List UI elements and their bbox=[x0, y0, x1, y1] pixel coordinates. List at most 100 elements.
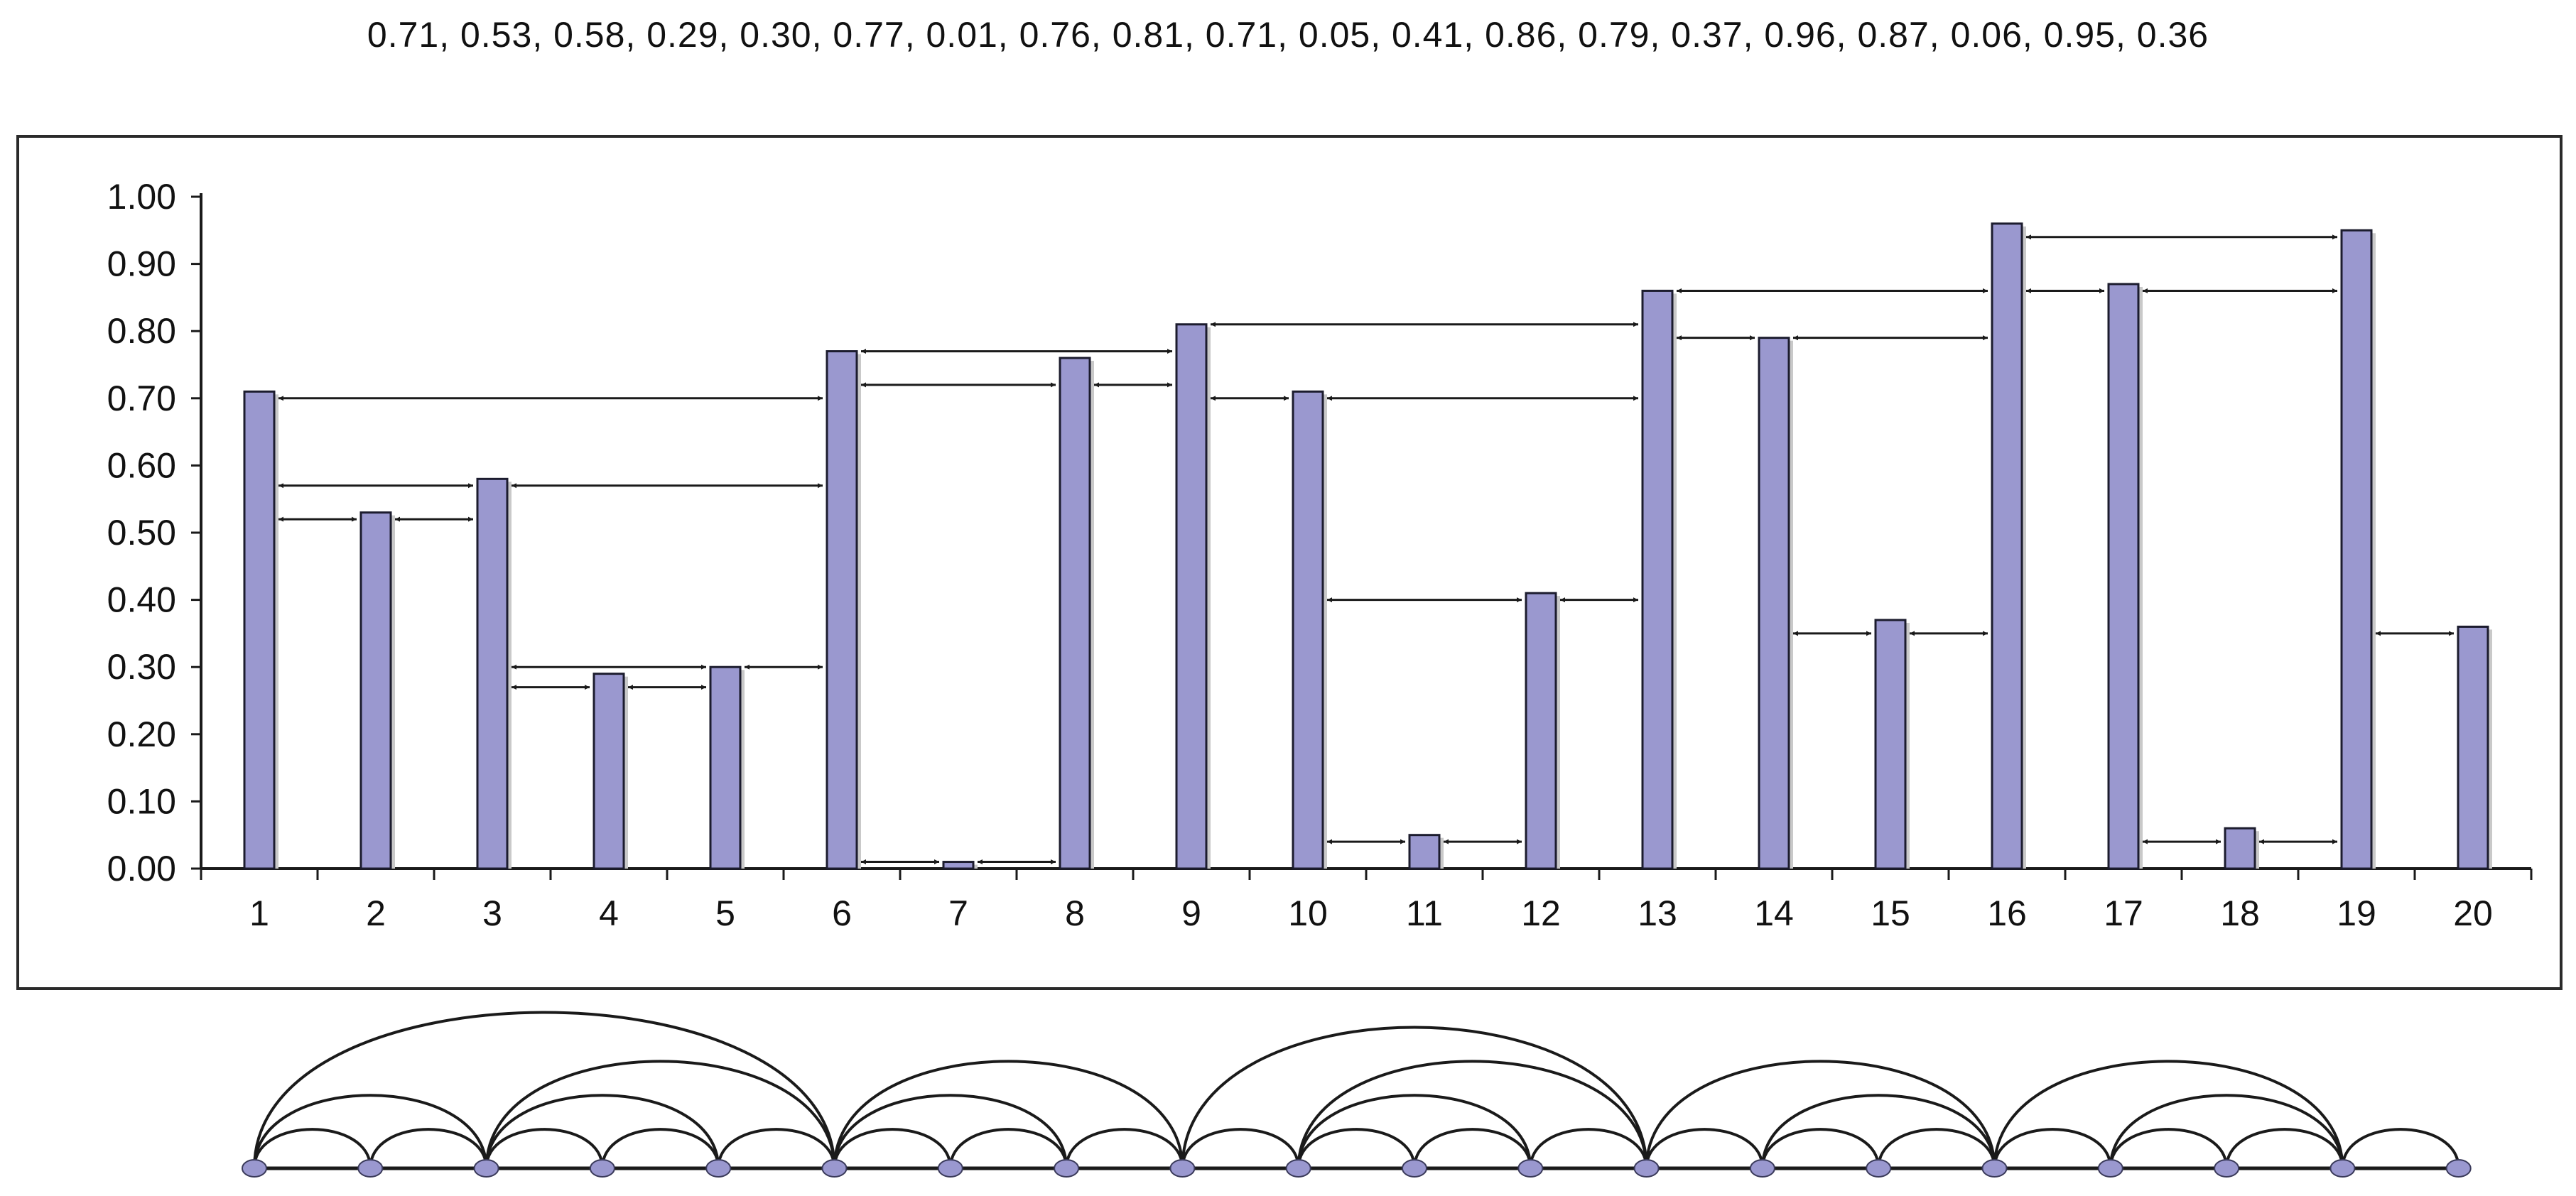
bar bbox=[942, 861, 975, 870]
graph-node bbox=[473, 1159, 499, 1178]
graph-edge bbox=[717, 1128, 836, 1169]
x-tick-label: 20 bbox=[2453, 893, 2493, 933]
graph-node bbox=[705, 1159, 732, 1178]
x-tick-label: 14 bbox=[1754, 893, 1794, 933]
graph-edge bbox=[1993, 1128, 2112, 1169]
x-tick-label: 2 bbox=[366, 893, 386, 933]
x-tick-label: 19 bbox=[2337, 893, 2376, 933]
graph-edge bbox=[1297, 1128, 1416, 1169]
graph-edge bbox=[2109, 1094, 2344, 1169]
bar bbox=[243, 390, 276, 870]
x-tick-label: 7 bbox=[948, 893, 968, 933]
graph-edge bbox=[833, 1094, 1068, 1169]
bar bbox=[1874, 619, 1907, 870]
y-tick-label: 0.00 bbox=[107, 849, 176, 888]
graph-node bbox=[2445, 1159, 2472, 1178]
x-tick-label: 12 bbox=[1521, 893, 1561, 933]
x-tick-label: 5 bbox=[715, 893, 735, 933]
bar bbox=[2224, 827, 2256, 870]
x-tick-label: 1 bbox=[249, 893, 269, 933]
graph-edge bbox=[1297, 1094, 1532, 1169]
x-tick-label: 18 bbox=[2220, 893, 2260, 933]
graph-edge bbox=[1645, 1128, 1764, 1169]
x-tick-label: 6 bbox=[832, 893, 852, 933]
visibility-graph bbox=[242, 1011, 2472, 1178]
graph-edge bbox=[2225, 1128, 2344, 1169]
graph-node bbox=[1981, 1159, 2008, 1178]
graph-edge bbox=[833, 1128, 952, 1169]
graph-node bbox=[1749, 1159, 1775, 1178]
x-tick-label: 3 bbox=[482, 893, 502, 933]
graph-node bbox=[1633, 1159, 1660, 1178]
bar bbox=[592, 673, 625, 870]
graph-edge bbox=[253, 1011, 836, 1169]
graph-edge bbox=[1645, 1060, 1996, 1169]
bar bbox=[826, 350, 858, 870]
graph-node bbox=[937, 1159, 963, 1178]
x-tick-label: 11 bbox=[1406, 893, 1443, 933]
bar bbox=[2340, 229, 2373, 870]
y-tick-label: 1.00 bbox=[107, 177, 176, 217]
graph-node bbox=[1054, 1159, 1080, 1178]
bar bbox=[359, 511, 392, 870]
graph-node bbox=[589, 1159, 615, 1178]
y-tick-label: 0.70 bbox=[107, 379, 176, 418]
graph-edge bbox=[1529, 1128, 1648, 1169]
graph-edge bbox=[600, 1128, 720, 1169]
visibility-arrows bbox=[278, 234, 2454, 865]
y-tick-label: 0.90 bbox=[107, 244, 176, 284]
bars bbox=[243, 222, 2492, 870]
chart-frame bbox=[16, 135, 2563, 990]
graph-edge bbox=[1877, 1128, 1996, 1169]
bar bbox=[1641, 289, 1674, 870]
bar bbox=[2107, 283, 2140, 870]
graph-edge bbox=[1993, 1060, 2344, 1169]
graph-node bbox=[2097, 1159, 2123, 1178]
graph-edge bbox=[2109, 1128, 2229, 1169]
bar bbox=[1059, 357, 1091, 870]
graph-edge bbox=[948, 1128, 1068, 1169]
x-tick-label: 13 bbox=[1638, 893, 1677, 933]
bar bbox=[1525, 592, 1557, 870]
graph-node bbox=[1169, 1159, 1196, 1178]
graph-edge bbox=[2341, 1128, 2460, 1169]
graph-node bbox=[357, 1159, 384, 1178]
graph-edge bbox=[485, 1060, 836, 1169]
bar bbox=[476, 477, 509, 870]
graph-node bbox=[2214, 1159, 2240, 1178]
bar bbox=[1408, 834, 1441, 870]
graph-edge bbox=[369, 1128, 488, 1169]
y-tick-label: 0.80 bbox=[107, 311, 176, 351]
y-tick-label: 0.20 bbox=[107, 714, 176, 754]
graph-edge bbox=[1760, 1094, 1996, 1169]
bar bbox=[1175, 323, 1208, 870]
graph-edge bbox=[485, 1128, 604, 1169]
graph-node bbox=[1866, 1159, 1892, 1178]
bar bbox=[1292, 390, 1324, 870]
graph-node bbox=[2329, 1159, 2356, 1178]
bar bbox=[1991, 222, 2023, 870]
graph-edge bbox=[1065, 1128, 1184, 1169]
x-tick-label: 8 bbox=[1065, 893, 1085, 933]
x-tick-label: 16 bbox=[1987, 893, 2027, 933]
y-tick-label: 0.10 bbox=[107, 781, 176, 821]
graph-edge bbox=[1760, 1128, 1880, 1169]
graph-edge bbox=[833, 1060, 1184, 1169]
graph-edge bbox=[1181, 1026, 1648, 1169]
bar bbox=[1758, 337, 1790, 870]
bar bbox=[709, 665, 742, 870]
y-tick-label: 0.40 bbox=[107, 580, 176, 620]
graph-edge bbox=[485, 1094, 720, 1169]
bar bbox=[2457, 625, 2489, 870]
graph-edge bbox=[253, 1128, 372, 1169]
graph-edge bbox=[1297, 1060, 1648, 1169]
graph-node bbox=[821, 1159, 848, 1178]
graph-node bbox=[1285, 1159, 1311, 1178]
y-tick-label: 0.30 bbox=[107, 647, 176, 687]
y-tick-label: 0.60 bbox=[107, 445, 176, 485]
graph-edge bbox=[1181, 1128, 1300, 1169]
x-tick-label: 17 bbox=[2104, 893, 2143, 933]
x-axis: 1 2 3 4 5 6 7 8 9 10 11 12 13 14 15 16 17 18 19 20 bbox=[200, 867, 2533, 933]
graph-node bbox=[242, 1159, 267, 1178]
